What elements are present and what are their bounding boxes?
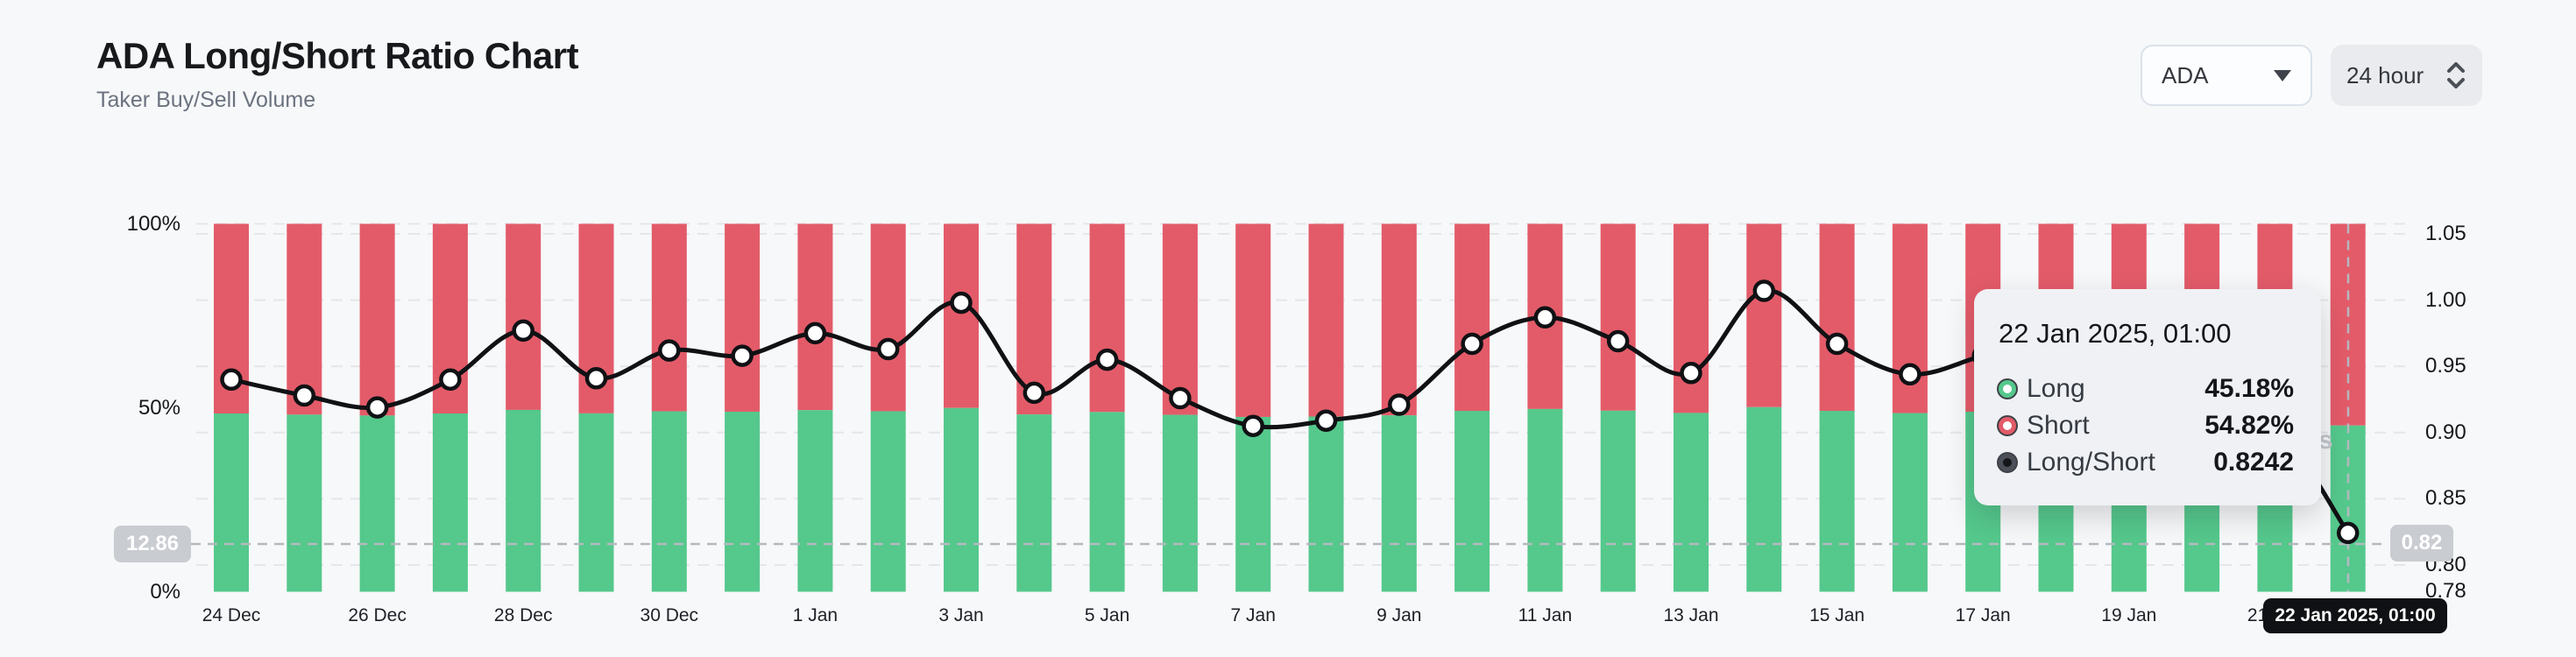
long-bar[interactable]: [797, 410, 833, 592]
short-bar[interactable]: [1381, 223, 1417, 416]
long-bar[interactable]: [506, 409, 541, 592]
ratio-marker: [1314, 409, 1338, 432]
gridlines: [196, 223, 2408, 566]
ratio-marker: [1825, 332, 1849, 356]
crosshair-left-badge: 12.86: [114, 526, 191, 562]
short-bar[interactable]: [1746, 223, 1782, 407]
interval-select-value: 24 hour: [2346, 61, 2424, 88]
ratio-marker: [293, 384, 316, 407]
ratio-marker: [950, 291, 973, 314]
short-bar[interactable]: [797, 223, 833, 411]
long-bar[interactable]: [1674, 413, 1709, 592]
long-bar[interactable]: [870, 411, 906, 592]
ratio-marker: [365, 396, 389, 419]
watermark: s: [2318, 426, 2333, 455]
long-bar[interactable]: [1527, 408, 1563, 592]
symbol-select-value: ADA: [2162, 61, 2209, 88]
long-dot-icon: [1999, 380, 2016, 398]
long-bar[interactable]: [1089, 412, 1125, 592]
short-bar[interactable]: [1235, 223, 1271, 417]
short-bar[interactable]: [1089, 223, 1125, 413]
crosshair-date-tooltip: 22 Jan 2025, 01:00: [2263, 598, 2447, 633]
long-bar[interactable]: [1819, 411, 1855, 592]
ratio-dot-icon: [1999, 454, 2016, 471]
short-bar[interactable]: [287, 223, 322, 415]
sort-arrows-icon: [2447, 62, 2465, 88]
long-bar[interactable]: [1162, 414, 1198, 592]
ratio-marker: [1242, 414, 1264, 437]
ratio-marker: [1680, 362, 1702, 385]
long-bar[interactable]: [1308, 416, 1344, 592]
long-bar[interactable]: [578, 413, 614, 592]
ratio-marker: [1533, 306, 1557, 329]
short-bar[interactable]: [1600, 223, 1636, 411]
ratio-marker: [731, 344, 754, 367]
tooltip-short-label: Short: [2027, 411, 2090, 440]
ratio-marker: [1023, 381, 1046, 405]
hover-tooltip: 22 Jan 2025, 01:00 Long 45.18% Short 54.…: [1974, 289, 2321, 505]
short-bar[interactable]: [944, 223, 979, 408]
long-bar[interactable]: [944, 407, 979, 592]
long-bar[interactable]: [1235, 416, 1271, 592]
ratio-marker: [584, 367, 608, 390]
short-dot-icon: [1999, 417, 2016, 434]
long-bar[interactable]: [359, 415, 395, 592]
short-bar[interactable]: [870, 223, 906, 412]
tooltip-ratio-value: 0.8242: [2213, 448, 2294, 477]
ratio-markers: [220, 279, 2360, 545]
ratio-marker: [439, 368, 462, 392]
crosshair-right-badge: 0.82: [2390, 525, 2453, 562]
interval-select[interactable]: 24 hour: [2331, 45, 2482, 106]
long-bar[interactable]: [1600, 410, 1636, 592]
ratio-marker: [1899, 363, 1921, 386]
short-bar[interactable]: [506, 223, 541, 410]
short-bar[interactable]: [1674, 223, 1709, 413]
short-bar[interactable]: [1308, 223, 1344, 417]
long-bar[interactable]: [214, 413, 249, 592]
page-title: ADA Long/Short Ratio Chart: [96, 35, 579, 76]
short-bar[interactable]: [651, 223, 687, 412]
long-bar[interactable]: [725, 411, 761, 592]
caret-down-icon: [2274, 69, 2291, 81]
long-bar[interactable]: [651, 411, 687, 592]
long-bar[interactable]: [1381, 415, 1417, 592]
short-bar[interactable]: [359, 223, 395, 416]
ratio-marker: [803, 321, 827, 345]
ratio-marker: [512, 319, 534, 343]
ratio-marker: [1095, 348, 1119, 371]
ratio-marker: [1752, 279, 1776, 302]
ratio-marker: [658, 339, 681, 362]
tooltip-long-value: 45.18%: [2204, 374, 2294, 403]
long-bar[interactable]: [1454, 411, 1490, 592]
tooltip-ratio-label: Long/Short: [2027, 448, 2155, 477]
tooltip-row-ratio: Long/Short 0.8242: [1999, 448, 2294, 477]
long-bar[interactable]: [1016, 414, 1052, 592]
ratio-marker: [220, 368, 243, 392]
short-bar[interactable]: [725, 223, 761, 412]
tooltip-short-value: 54.82%: [2204, 411, 2294, 440]
ratio-marker: [2336, 521, 2360, 545]
symbol-select[interactable]: ADA: [2141, 45, 2312, 106]
ratio-marker: [1461, 332, 1483, 356]
tooltip-row-short: Short 54.82%: [1999, 411, 2294, 440]
ratio-marker: [1606, 329, 1630, 353]
long-bar[interactable]: [432, 413, 468, 592]
long-bar[interactable]: [1746, 406, 1782, 592]
tooltip-long-label: Long: [2027, 374, 2085, 403]
tooltip-row-long: Long 45.18%: [1999, 374, 2294, 403]
ratio-marker: [1169, 386, 1192, 410]
tooltip-date: 22 Jan 2025, 01:00: [1999, 318, 2232, 349]
long-bar[interactable]: [1892, 413, 1928, 592]
short-bar[interactable]: [1162, 223, 1198, 415]
page-subtitle: Taker Buy/Sell Volume: [96, 88, 316, 112]
ratio-marker: [1388, 393, 1411, 416]
short-bar[interactable]: [1454, 223, 1490, 412]
short-bar[interactable]: [1819, 223, 1855, 412]
ratio-marker: [876, 337, 900, 361]
long-bar[interactable]: [287, 414, 322, 592]
